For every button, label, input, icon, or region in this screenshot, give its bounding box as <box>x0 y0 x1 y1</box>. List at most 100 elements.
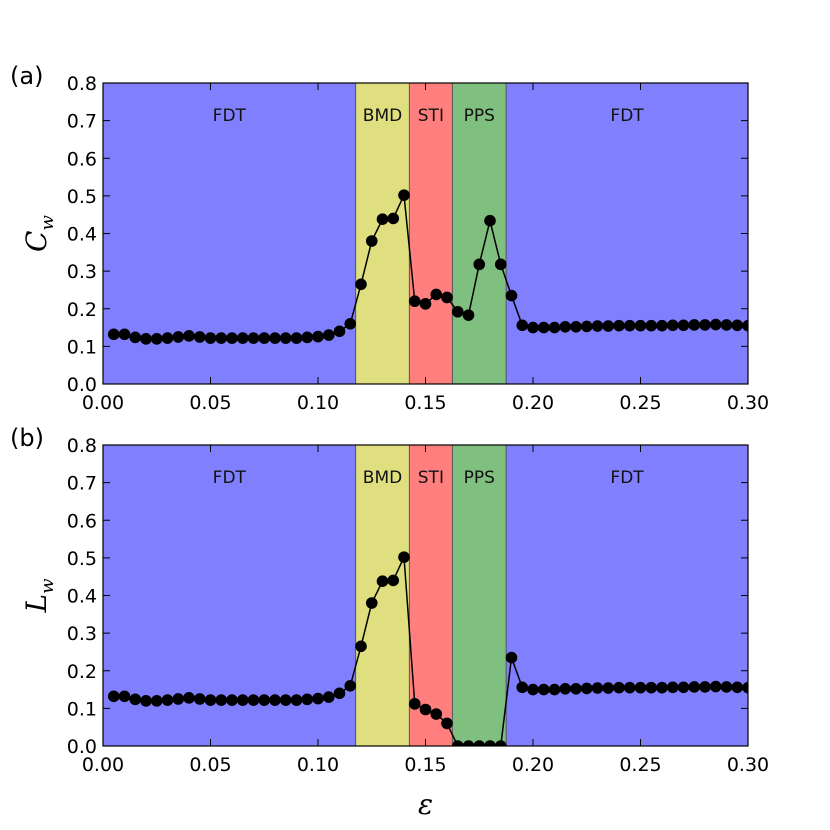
data-point <box>140 333 152 345</box>
y-axis-label-main: L <box>20 594 53 614</box>
y-axis-label-sub: w <box>37 578 58 594</box>
data-point <box>505 651 518 664</box>
x-tick-label: 0.20 <box>512 392 554 414</box>
data-point <box>312 330 324 343</box>
data-point <box>677 681 690 694</box>
data-point <box>150 333 163 345</box>
x-tick-label: 0.30 <box>727 392 769 414</box>
data-point <box>623 319 636 332</box>
data-point <box>161 332 174 344</box>
data-point <box>473 258 486 271</box>
data-point <box>559 321 572 333</box>
x-tick-label: 0.10 <box>297 392 339 414</box>
data-point <box>688 681 701 693</box>
region-label: BMD <box>363 468 402 488</box>
data-point <box>333 325 346 338</box>
y-tick-label: 0.8 <box>67 73 97 95</box>
series-points <box>107 189 748 345</box>
data-point <box>290 694 303 706</box>
data-point <box>387 574 400 587</box>
data-point <box>301 331 314 344</box>
data-point <box>580 682 593 695</box>
data-point <box>140 695 152 707</box>
data-point <box>333 687 346 700</box>
y-tick-label: 0.6 <box>67 148 97 170</box>
region-label: FDT <box>213 468 247 488</box>
y-tick-label: 0.3 <box>67 623 97 645</box>
data-point <box>193 693 206 705</box>
data-point <box>494 740 507 746</box>
data-point <box>172 693 185 705</box>
y-tick-label: 0.5 <box>67 548 97 570</box>
y-tick-label: 0.4 <box>67 586 97 608</box>
y-tick-label: 0.2 <box>67 661 97 683</box>
data-point <box>290 332 303 344</box>
data-point <box>559 683 572 695</box>
x-axis-label: ε <box>418 788 433 821</box>
data-point <box>720 319 733 331</box>
data-point <box>634 681 647 694</box>
data-point <box>161 694 174 706</box>
panel-a-chart: FDT BMD STI PPS FDT 0.00 0.05 0.10 0.15 0.20 0.25 0… <box>10 62 769 414</box>
data-point <box>376 575 389 588</box>
data-point <box>709 680 722 693</box>
region-label: FDT <box>213 106 247 126</box>
panel-label: (a) <box>10 62 43 90</box>
y-tick-label: 0.6 <box>67 510 97 532</box>
data-point <box>527 683 539 696</box>
data-point <box>441 717 453 730</box>
data-point <box>516 319 529 332</box>
data-point <box>344 318 357 330</box>
data-point <box>591 320 604 332</box>
data-point <box>387 212 400 225</box>
data-point <box>699 319 711 331</box>
data-point <box>279 694 292 706</box>
region-sti-2 <box>409 83 453 384</box>
data-point <box>226 694 238 706</box>
region-sti-2 <box>409 445 453 746</box>
data-point <box>269 694 281 706</box>
data-point <box>129 693 142 706</box>
data-point <box>709 318 722 331</box>
data-point <box>656 319 668 332</box>
x-tick-label: 0.25 <box>619 754 661 776</box>
region-label: FDT <box>610 468 644 488</box>
data-point <box>204 332 217 344</box>
x-tick-label: 0.05 <box>189 392 231 414</box>
data-point <box>645 681 658 694</box>
y-tick-label: 0.3 <box>67 261 97 283</box>
y-tick-label: 0.8 <box>67 435 97 457</box>
data-point <box>677 319 690 332</box>
data-point <box>666 681 679 694</box>
data-point <box>430 708 443 720</box>
data-point <box>742 681 748 694</box>
data-point <box>215 694 228 706</box>
data-point <box>645 319 658 332</box>
x-tick-label: 0.00 <box>82 392 124 414</box>
data-point <box>570 683 582 695</box>
data-point <box>312 692 324 705</box>
data-point <box>118 328 131 341</box>
x-tick-label: 0.15 <box>404 392 446 414</box>
data-point <box>537 321 550 334</box>
region-fdt-4 <box>506 445 748 746</box>
data-point <box>258 694 271 706</box>
x-tick-label: 0.25 <box>619 392 661 414</box>
region-label: FDT <box>610 106 644 126</box>
data-point <box>408 295 421 308</box>
y-tick-label: 0.4 <box>67 224 97 246</box>
data-point <box>441 291 453 304</box>
data-point <box>215 332 228 344</box>
data-point <box>183 330 195 342</box>
data-point <box>419 703 432 716</box>
data-point <box>462 740 475 746</box>
x-tick-label: 0.05 <box>189 754 231 776</box>
x-tick-label: 0.15 <box>404 754 446 776</box>
data-point <box>451 740 464 746</box>
data-point <box>591 682 604 694</box>
data-point <box>247 694 260 706</box>
region-bmd-1 <box>355 445 410 746</box>
x-tick-label: 0.30 <box>727 754 769 776</box>
data-point <box>236 694 249 706</box>
data-point <box>570 321 582 333</box>
